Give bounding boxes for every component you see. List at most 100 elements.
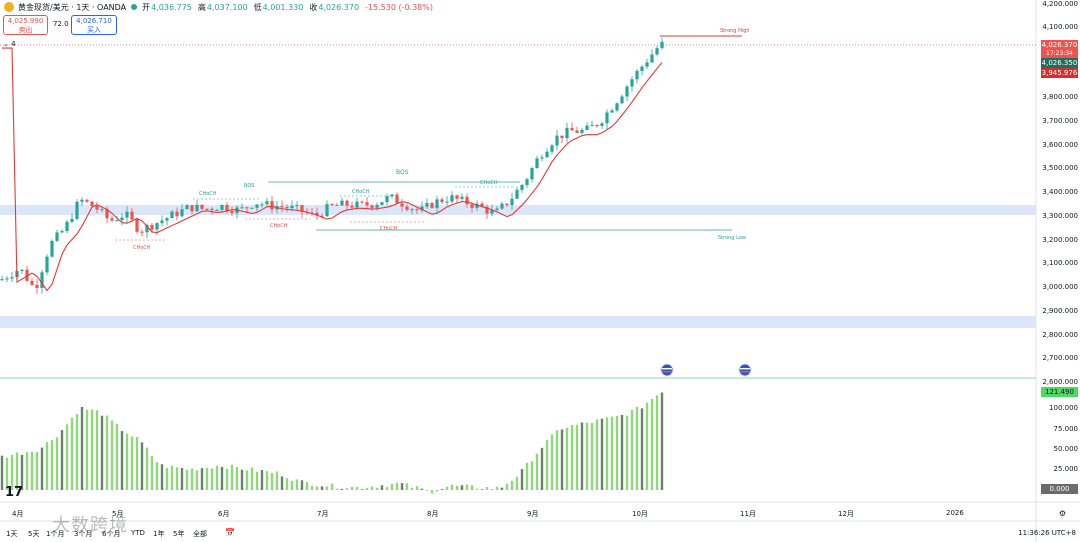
candle (405, 206, 409, 210)
oscillator-bar (400, 483, 404, 490)
candle (645, 62, 649, 67)
candle (360, 201, 364, 203)
candle (515, 189, 519, 199)
candle (190, 205, 194, 212)
clock: 11:36:26 UTC+8 (1018, 529, 1076, 537)
candle (535, 158, 539, 169)
price-axis-label: 2,900.000 (1042, 307, 1078, 315)
oscillator-bar (635, 406, 639, 490)
countdown-tag: 17:23:34 (1041, 49, 1078, 59)
candle (450, 195, 454, 202)
time-axis-label: 5月 (112, 510, 124, 518)
oscillator-bar (40, 447, 44, 490)
us-event-flag-icon (660, 363, 674, 377)
candle (455, 195, 459, 199)
bos-label: BOS (396, 169, 409, 176)
candle (70, 218, 74, 222)
oscillator-bar (530, 461, 534, 490)
ma-price-value: 3,945.976 (1041, 69, 1078, 77)
oscillator-bar (195, 470, 199, 490)
buy-button[interactable]: 4,026.710 买入 (71, 15, 117, 35)
oscillator-bar (540, 447, 544, 490)
oscillator-bar (490, 489, 494, 490)
timeframe-button[interactable]: 全部 (193, 530, 207, 538)
timeframe-button[interactable]: 5天 (28, 530, 40, 538)
timeframe-button[interactable]: 1个月 (46, 530, 65, 538)
timeframe-button[interactable]: 1年 (153, 530, 165, 538)
oscillator-bar (480, 489, 484, 491)
oscillator-bar (325, 486, 329, 490)
candle (475, 203, 479, 208)
oscillator-bar (95, 410, 99, 490)
oscillator-bar (620, 414, 624, 490)
candle (585, 125, 589, 130)
candle (435, 199, 439, 208)
candle (90, 201, 94, 206)
choch-label: BOS (244, 183, 255, 189)
price-axis-label: 4,100.000 (1042, 23, 1078, 31)
oscillator-bar (350, 486, 354, 490)
candle (470, 204, 474, 208)
oscillator-bar (15, 452, 19, 490)
price-axis-label: 3,200.000 (1042, 236, 1078, 244)
oscillator-bar (315, 486, 319, 490)
timeframe-button[interactable]: YTD (131, 529, 145, 537)
demand-zone-lower (0, 316, 1036, 328)
oscillator-bar (265, 471, 269, 490)
oscillator-bar (20, 454, 24, 490)
sell-button[interactable]: 4,025.990 卖出 (3, 15, 48, 35)
oscillator-bar (580, 422, 584, 490)
oscillator-bar (415, 486, 419, 490)
candle (555, 135, 559, 146)
oscillator-bar (360, 489, 364, 491)
timeframe-button[interactable]: 6个月 (102, 530, 121, 538)
candle (540, 157, 544, 159)
oscillator-bar (465, 484, 469, 490)
oscillator-axis-label: 75.000 (1053, 425, 1079, 433)
buy-price: 4,026.710 (76, 17, 112, 25)
candle (125, 211, 129, 218)
oscillator-bar (190, 468, 194, 490)
timeframe-button[interactable]: 5年 (173, 530, 185, 538)
candle (95, 205, 99, 210)
last-price-tag: 4,026.370 (1041, 40, 1078, 50)
oscillator-bar (245, 470, 249, 490)
oscillator-bar (220, 466, 224, 490)
price-axis-label: 3,100.000 (1042, 259, 1078, 267)
oscillator-bar (335, 488, 339, 490)
candle (75, 201, 79, 219)
oscillator-bar (120, 431, 124, 490)
oscillator-bar (590, 422, 594, 490)
axis-settings-icon[interactable]: ⚙ (1058, 509, 1066, 518)
candle (160, 220, 164, 224)
oscillator-bar (90, 409, 94, 490)
candle (610, 110, 614, 113)
oscillator-bar (370, 486, 374, 490)
symbol-title[interactable]: 黄金现货/美元 · 1天 · OANDA (18, 2, 127, 12)
oscillator-zero-value: 0.000 (1049, 485, 1070, 493)
candle (425, 202, 429, 207)
indicators-toggle[interactable]: ⌄ 4 (3, 40, 16, 48)
candle (415, 209, 419, 211)
candle (430, 202, 434, 208)
low-value: 4,001.330 (262, 2, 304, 12)
timeframe-button[interactable]: 3个月 (74, 530, 93, 538)
candle (130, 211, 134, 220)
oscillator-bar (425, 489, 429, 491)
oscillator-bar (205, 467, 209, 490)
oscillator-bar (395, 482, 399, 490)
candle (655, 48, 659, 55)
timeframe-button[interactable]: 1天 (6, 530, 18, 538)
oscillator-bar (55, 437, 59, 490)
candle (270, 201, 274, 210)
oscillator-bar (450, 484, 454, 490)
close-value: 4,026.370 (318, 2, 360, 12)
open-value: 4,036.775 (151, 2, 192, 12)
oscillator-bar (230, 464, 234, 490)
candle (60, 231, 64, 233)
candle (390, 194, 394, 197)
close-label: 收 (309, 2, 318, 12)
date-range-icon[interactable]: 📅 (225, 528, 235, 537)
oscillator-bar (430, 490, 434, 494)
